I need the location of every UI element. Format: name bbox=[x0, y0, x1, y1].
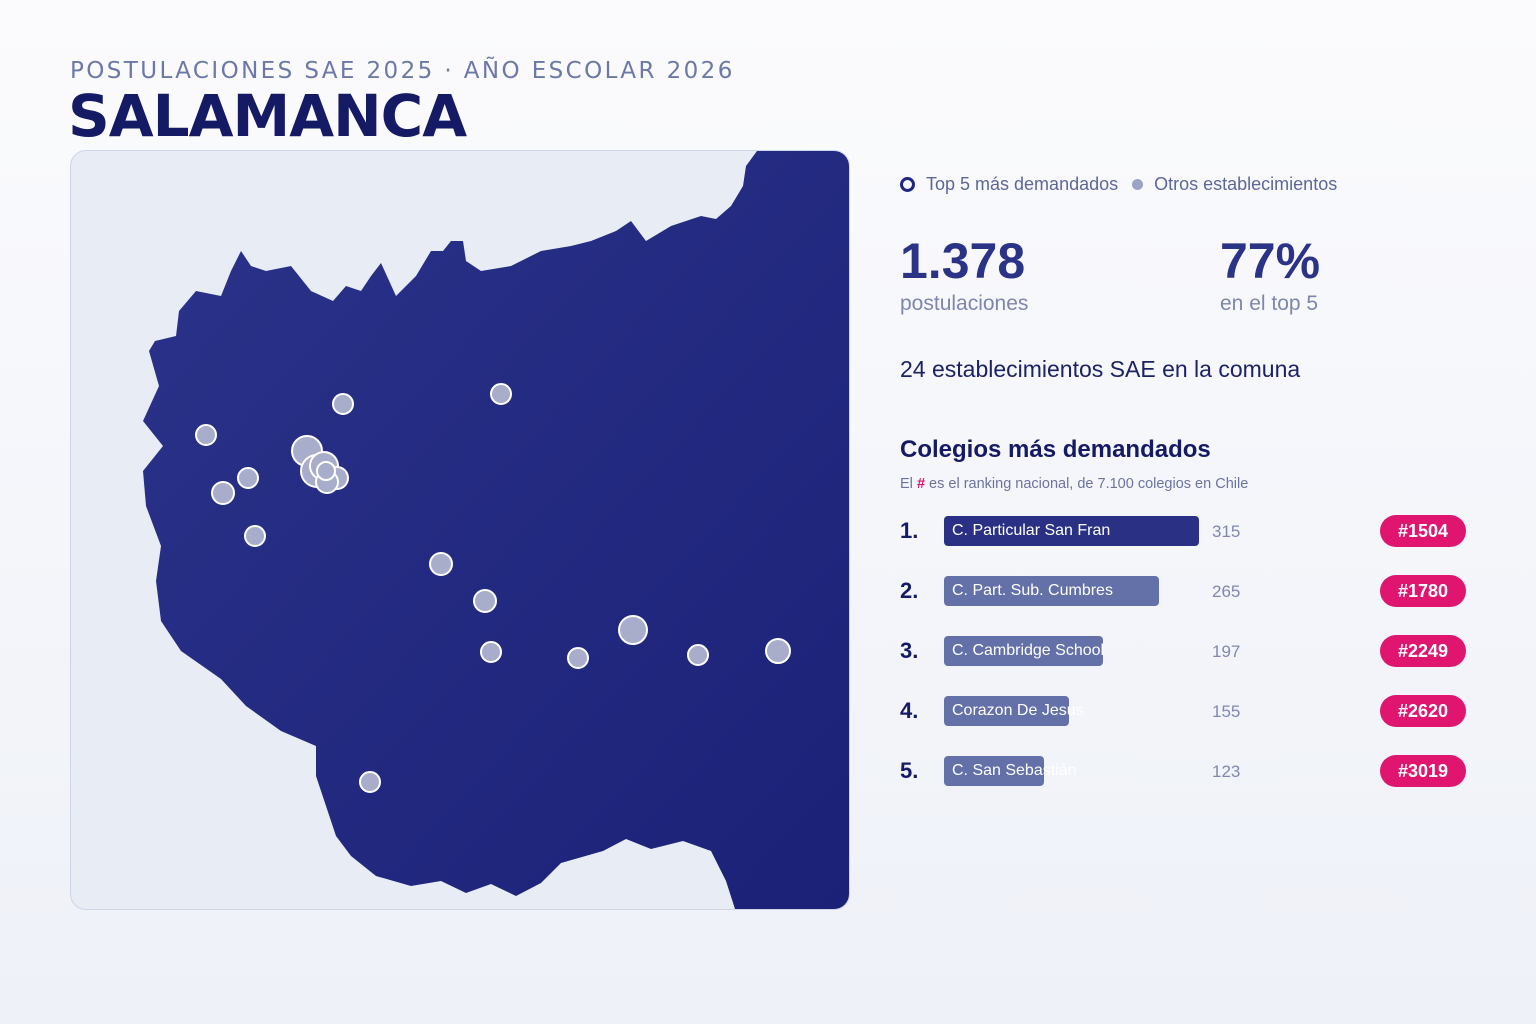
ranking-note: El # es el ranking nacional, de 7.100 co… bbox=[900, 476, 1248, 492]
school-point[interactable] bbox=[211, 481, 235, 505]
rank-number: 1. bbox=[900, 518, 919, 543]
school-point[interactable] bbox=[765, 638, 791, 664]
applications-count: 315 bbox=[1212, 522, 1241, 541]
school-point[interactable] bbox=[687, 644, 709, 666]
school-name: C. Particular San Fran bbox=[952, 522, 1111, 539]
school-point[interactable] bbox=[429, 552, 453, 576]
note-hash: # bbox=[916, 476, 926, 492]
applications-count: 155 bbox=[1212, 702, 1241, 721]
school-points bbox=[195, 383, 791, 793]
top5-share-label: en el top 5 bbox=[1220, 292, 1319, 315]
school-name: C. San Sebastián bbox=[952, 762, 1077, 779]
school-point[interactable] bbox=[490, 383, 512, 405]
ranking-row[interactable]: 4. Corazon De Jesus 155 #2620 bbox=[900, 695, 1470, 729]
school-name: C. Part. Sub. Cumbres bbox=[952, 582, 1113, 599]
rank-number: 2. bbox=[900, 578, 919, 603]
postulaciones-label: postulaciones bbox=[900, 292, 1029, 315]
top5-share-value: 77% bbox=[1220, 233, 1321, 289]
legend-top5-label: Top 5 más demandados bbox=[926, 174, 1119, 194]
demand-bar bbox=[944, 756, 1044, 786]
school-point[interactable] bbox=[316, 461, 336, 481]
national-rank-badge: #1504 bbox=[1380, 515, 1466, 547]
school-name: C. Cambridge School bbox=[952, 642, 1105, 659]
rank-number: 5. bbox=[900, 758, 919, 783]
demand-bar bbox=[944, 636, 1103, 666]
demand-bar bbox=[944, 576, 1159, 606]
map-legend: Top 5 más demandados Otros establecimien… bbox=[900, 174, 1337, 195]
note-prefix: El bbox=[900, 476, 913, 492]
ranking-title: Colegios más demandados bbox=[900, 436, 1211, 463]
ranking-row[interactable]: 5. C. San Sebastián 123 #3019 bbox=[900, 755, 1470, 789]
school-point[interactable] bbox=[359, 771, 381, 793]
ranking-row[interactable]: 1. C. Particular San Fran 315 #1504 bbox=[900, 515, 1470, 549]
national-rank-badge: #2249 bbox=[1380, 635, 1466, 667]
note-suffix: es el ranking nacional, de 7.100 colegio… bbox=[929, 476, 1249, 492]
page-title: SALAMANCA bbox=[68, 82, 467, 150]
school-point[interactable] bbox=[237, 467, 259, 489]
national-rank-badge: #2620 bbox=[1380, 695, 1466, 727]
national-rank-badge: #1780 bbox=[1380, 575, 1466, 607]
others-dot-icon bbox=[1132, 179, 1144, 190]
rank-number: 3. bbox=[900, 638, 919, 663]
school-point[interactable] bbox=[567, 647, 589, 669]
school-point[interactable] bbox=[244, 525, 266, 547]
demand-bar bbox=[944, 516, 1199, 546]
ranking-row[interactable]: 3. C. Cambridge School 197 #2249 bbox=[900, 635, 1470, 669]
commune-map[interactable] bbox=[71, 151, 849, 909]
applications-count: 197 bbox=[1212, 642, 1241, 661]
school-point[interactable] bbox=[473, 589, 497, 613]
top5-ring-icon bbox=[900, 177, 915, 192]
school-name: Corazon De Jesus bbox=[952, 702, 1084, 719]
postulaciones-value: 1.378 bbox=[900, 233, 1026, 289]
demand-bar bbox=[944, 696, 1069, 726]
applications-count: 265 bbox=[1212, 582, 1241, 601]
page-subtitle: POSTULACIONES SAE 2025 · AÑO ESCOLAR 202… bbox=[70, 58, 735, 84]
school-point[interactable] bbox=[618, 615, 648, 645]
establecimientos-count: 24 establecimientos SAE en la comuna bbox=[900, 356, 1301, 382]
school-point[interactable] bbox=[195, 424, 217, 446]
map-panel[interactable] bbox=[70, 150, 850, 910]
legend-others-label: Otros establecimientos bbox=[1154, 174, 1338, 194]
applications-count: 123 bbox=[1212, 762, 1241, 781]
commune-shape bbox=[143, 151, 849, 909]
school-point[interactable] bbox=[480, 641, 502, 663]
rank-number: 4. bbox=[900, 698, 919, 723]
national-rank-badge: #3019 bbox=[1380, 755, 1466, 787]
ranking-row[interactable]: 2. C. Part. Sub. Cumbres 265 #1780 bbox=[900, 575, 1470, 609]
school-point[interactable] bbox=[332, 393, 354, 415]
